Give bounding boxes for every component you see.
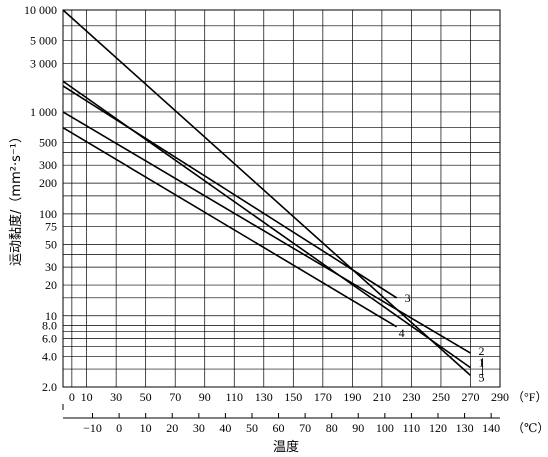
y-tick-label: 10 <box>45 309 57 323</box>
series-layer <box>62 9 472 376</box>
grid-layer <box>62 9 501 388</box>
y-tick-label: 2.0 <box>42 380 57 394</box>
plot-frame <box>62 9 501 388</box>
y-tick-label: 5 000 <box>30 34 57 48</box>
x-tick-label-celsius: 100 <box>376 421 394 435</box>
series-label-5: 5 <box>478 370 484 384</box>
x-tick-label-fahrenheit: 50 <box>140 390 152 404</box>
x-tick-label-fahrenheit: 0 <box>69 390 75 404</box>
series-line-4 <box>62 127 398 328</box>
x-tick-label-celsius: 80 <box>326 421 338 435</box>
x-tick-label-fahrenheit: 230 <box>402 390 420 404</box>
x-tick-label-celsius: 110 <box>403 421 421 435</box>
y-tick-label: 200 <box>39 176 57 190</box>
series-line-3 <box>62 85 398 299</box>
x-tick-label-celsius: 130 <box>456 421 474 435</box>
x-tick-label-celsius: 70 <box>299 421 311 435</box>
x-tick-label-fahrenheit: 170 <box>314 390 332 404</box>
y-tick-label: 30 <box>45 260 57 274</box>
y-tick-label: 50 <box>45 238 57 252</box>
x-tick-labels-fahrenheit: 0 10 30 50 70 90 110 130 150 170 190 210 230 250 270 29… <box>69 390 509 404</box>
x-tick-label-celsius: 50 <box>246 421 258 435</box>
x-tick-label-celsius: 10 <box>140 421 152 435</box>
series-label-3: 3 <box>405 291 411 305</box>
y-tick-label: 20 <box>45 278 57 292</box>
x-tick-label-celsius: 140 <box>482 421 500 435</box>
x-tick-label-celsius: 20 <box>166 421 178 435</box>
series-label-4: 4 <box>399 326 405 340</box>
x-tick-label-fahrenheit: 210 <box>373 390 391 404</box>
x-tick-label-fahrenheit: 90 <box>199 390 211 404</box>
x-tick-label-fahrenheit: 10 <box>81 390 93 404</box>
celsius-unit-label: （℃） <box>512 421 548 435</box>
x-tick-label-fahrenheit: 150 <box>284 390 302 404</box>
y-tick-label: 300 <box>39 158 57 172</box>
y-tick-label: 75 <box>45 220 57 234</box>
x-tick-label-fahrenheit: 130 <box>255 390 273 404</box>
x-tick-label-celsius: −10 <box>83 421 102 435</box>
x-tick-label-celsius: 120 <box>429 421 447 435</box>
y-tick-label: 8.0 <box>42 319 57 333</box>
x-tick-labels-celsius: −10 0 10 20 30 40 50 60 70 80 90 100 110 120 130 140 <box>83 413 500 435</box>
x-tick-label-fahrenheit: 270 <box>461 390 479 404</box>
x-tick-label-celsius: 90 <box>352 421 364 435</box>
y-tick-label: 6.0 <box>42 331 57 345</box>
fahrenheit-unit-label: （°F） <box>512 390 547 404</box>
label-layer: 12 3 4 5 <box>399 291 485 385</box>
x-tick-label-fahrenheit: 290 <box>491 390 509 404</box>
x-tick-label-fahrenheit: 250 <box>432 390 450 404</box>
x-tick-label-celsius: 40 <box>219 421 231 435</box>
x-tick-label-fahrenheit: 190 <box>343 390 361 404</box>
y-tick-label: 500 <box>39 136 57 150</box>
series-line-2 <box>62 111 471 354</box>
y-tick-label: 1 000 <box>30 105 57 119</box>
series-label-2: 2 <box>478 344 484 358</box>
y-tick-label: 3 000 <box>30 56 57 70</box>
x-tick-label-fahrenheit: 110 <box>225 390 243 404</box>
x-tick-label-celsius: 60 <box>273 421 285 435</box>
series-line-5 <box>62 9 472 376</box>
y-tick-label: 100 <box>39 207 57 221</box>
x-tick-label-celsius: 30 <box>193 421 205 435</box>
x-axis-title: 温度 <box>273 439 299 455</box>
x-tick-label-fahrenheit: 70 <box>169 390 181 404</box>
y-tick-label: 10 000 <box>24 3 57 17</box>
y-tick-label: 4.0 <box>42 349 57 363</box>
y-axis-title: 运动黏度/（mm²·s⁻¹） <box>8 130 24 266</box>
x-tick-label-celsius: 0 <box>116 421 122 435</box>
series-label-1: 1 <box>478 356 484 370</box>
x-tick-label-fahrenheit: 30 <box>110 390 122 404</box>
